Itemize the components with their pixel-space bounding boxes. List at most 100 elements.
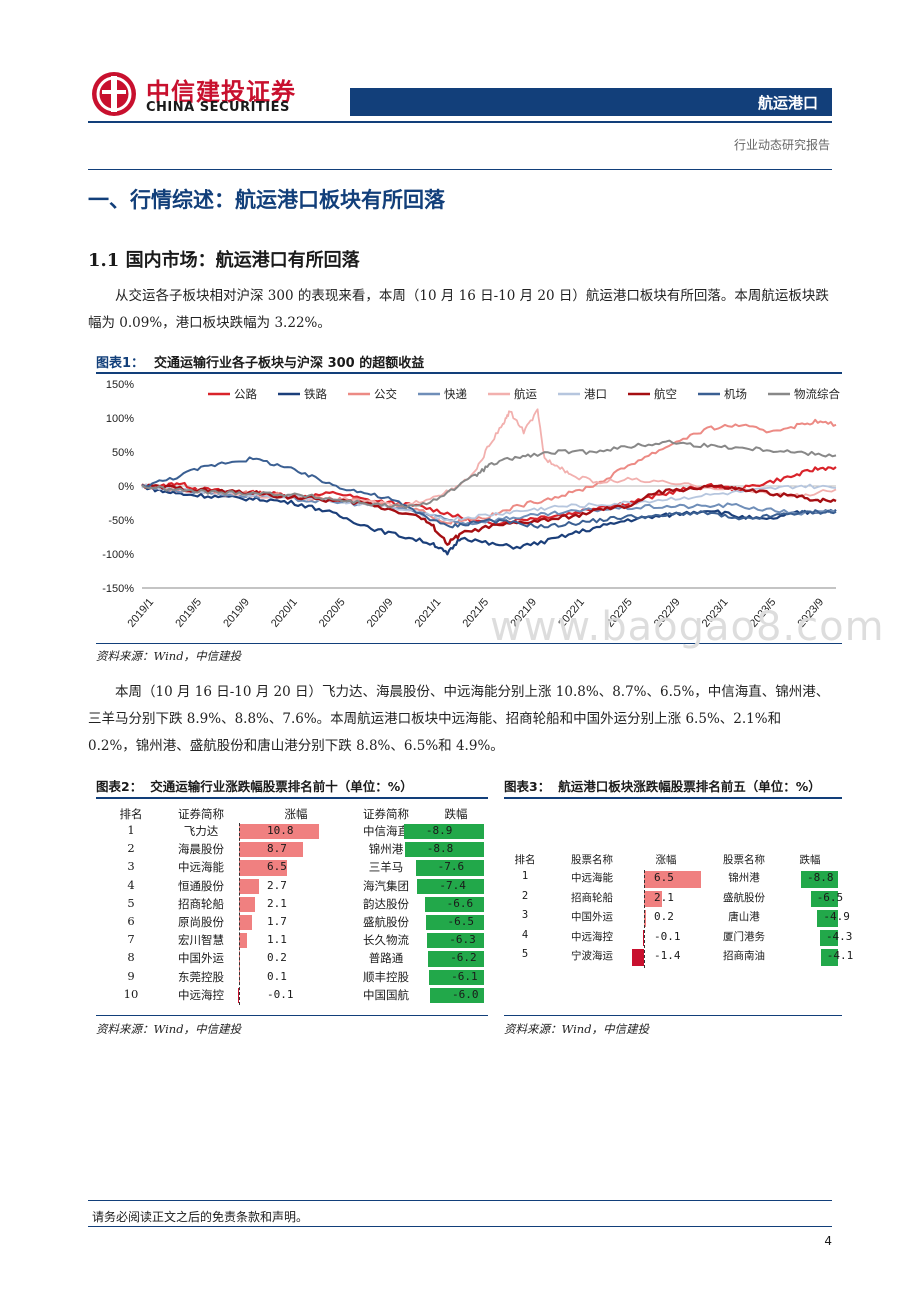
gain-value: 6.5 bbox=[654, 871, 674, 884]
loser-name: 普路通 bbox=[368, 951, 404, 966]
zero-axis bbox=[644, 870, 645, 968]
rank-cell: 2 bbox=[521, 889, 529, 902]
subsection-title: 1.1 国内市场：航运港口有所回落 bbox=[88, 250, 360, 271]
gain-value: 2.1 bbox=[267, 896, 287, 910]
series-line-物流综合 bbox=[141, 439, 837, 510]
gain-bar bbox=[631, 949, 644, 966]
legend-label: 快递 bbox=[444, 387, 467, 401]
sector-label: 航运港口 bbox=[757, 94, 818, 112]
gainer-name: 招商轮船 bbox=[571, 891, 613, 904]
gainer-name: 海晨股份 bbox=[178, 842, 224, 857]
loss-bar bbox=[404, 842, 484, 858]
loss-value: -6.3 bbox=[449, 933, 476, 947]
gain-bar bbox=[239, 860, 288, 876]
table-header: 股票名称 bbox=[723, 854, 765, 866]
gainer-name: 中远海控 bbox=[571, 930, 613, 943]
figure2-number: 图表2： bbox=[96, 779, 143, 794]
rank-cell: 6 bbox=[127, 914, 135, 928]
gain-bar bbox=[239, 842, 304, 858]
figure3-title: 图表3： 航运港口板块涨跌幅股票排名前五（单位：%） bbox=[504, 776, 821, 795]
loser-name: 盛航股份 bbox=[363, 915, 409, 929]
table-header: 排名 bbox=[119, 807, 143, 821]
gain-bar bbox=[239, 824, 319, 840]
series-line-快递 bbox=[141, 484, 837, 526]
table-header: 证券简称 bbox=[363, 807, 409, 821]
loss-value: -6.0 bbox=[452, 987, 479, 1001]
page-number: 4 bbox=[824, 1234, 832, 1248]
section-title: 一、行情综述：航运港口板块有所回落 bbox=[88, 188, 445, 212]
header-divider-thin bbox=[88, 169, 832, 170]
loss-bar bbox=[430, 987, 484, 1003]
x-tick-label: 2019/1 bbox=[125, 596, 156, 629]
gain-value: 6.5 bbox=[267, 860, 287, 874]
gain-bar bbox=[643, 929, 644, 946]
header-divider bbox=[88, 121, 832, 123]
loser-name: 中国国航 bbox=[363, 987, 409, 1002]
table-header: 涨幅 bbox=[655, 854, 677, 866]
gainer-name: 东莞控股 bbox=[178, 969, 224, 984]
paragraph-market-summary: 从交运各子板块相对沪深 300 的表现来看，本周（10 月 16 日-10 月 … bbox=[88, 288, 829, 331]
legend-label: 物流综合 bbox=[794, 387, 840, 401]
loss-value: -6.1 bbox=[451, 969, 478, 983]
figure2-top-rule bbox=[96, 797, 488, 799]
excess-return-line-chart: 150% 100% 50% 0% -50% -100% -150%2019/1 2019/5 2… bbox=[102, 379, 840, 630]
gainer-name: 飞力达 bbox=[183, 824, 219, 838]
rank-cell: 5 bbox=[127, 895, 135, 910]
footer-divider bbox=[88, 1200, 832, 1201]
loser-name: 长久物流 bbox=[363, 933, 409, 948]
legend-label: 港口 bbox=[584, 387, 607, 401]
disclaimer-text: 请务必阅读正文之后的免责条款和声明。 bbox=[92, 1210, 309, 1224]
x-tick-label: 2019/5 bbox=[173, 596, 204, 629]
loser-name: 锦州港 bbox=[728, 872, 760, 884]
series-line-机场 bbox=[141, 456, 837, 529]
loss-value: -6.2 bbox=[450, 951, 477, 965]
y-tick-label: 50% bbox=[112, 447, 134, 459]
loss-value: -8.8 bbox=[807, 871, 834, 884]
table-header: 跌幅 bbox=[799, 854, 821, 866]
loss-bar bbox=[810, 890, 838, 907]
figure2-source: 资料来源：Wind，中信建投 bbox=[96, 1022, 242, 1036]
table-header: 证券简称 bbox=[178, 807, 224, 821]
loss-value: -6.5 bbox=[816, 890, 844, 904]
table-header: 排名 bbox=[514, 854, 536, 866]
loser-name: 中信海直 bbox=[363, 824, 409, 838]
loss-value: -7.6 bbox=[437, 860, 465, 874]
table-header: 涨幅 bbox=[284, 807, 308, 821]
gain-value: 1.7 bbox=[267, 915, 287, 928]
rank-cell: 10 bbox=[123, 986, 139, 1001]
gain-value: 2.1 bbox=[654, 890, 674, 904]
figure2-caption: 交通运输行业涨跌幅股票排名前十（单位：%） bbox=[150, 779, 413, 794]
loss-bar bbox=[425, 915, 484, 931]
loss-bar bbox=[415, 860, 484, 876]
loss-bar bbox=[819, 929, 838, 946]
loss-bar bbox=[428, 951, 484, 967]
y-tick-label: -150% bbox=[102, 583, 134, 595]
gain-value: 10.8 bbox=[267, 824, 294, 837]
paragraph-stock-movers: 本周（10 月 16 日-10 月 20 日）飞力达、海晨股份、中远海能分别上涨… bbox=[88, 684, 830, 754]
loser-name: 唐山港 bbox=[728, 911, 760, 923]
gain-bar bbox=[238, 987, 239, 1003]
y-tick-label: -100% bbox=[102, 549, 134, 561]
loser-name: 招商南油 bbox=[723, 950, 765, 962]
loss-value: -6.6 bbox=[446, 896, 474, 910]
table-header: 跌幅 bbox=[444, 807, 468, 821]
loss-value: -8.9 bbox=[425, 824, 453, 837]
gain-value: 2.7 bbox=[267, 878, 287, 892]
x-tick-label: 2020/9 bbox=[365, 596, 396, 629]
rank-cell: 1 bbox=[127, 823, 135, 837]
loss-bar bbox=[424, 896, 484, 912]
gain-bar bbox=[239, 896, 255, 912]
loser-name: 三羊马 bbox=[368, 860, 404, 875]
rank-cell: 7 bbox=[127, 932, 135, 947]
gain-bar bbox=[239, 915, 252, 931]
gain-value: 0.2 bbox=[654, 910, 674, 923]
figure1-number: 图表1： bbox=[96, 356, 145, 371]
x-tick-label: 2021/1 bbox=[413, 596, 444, 629]
y-tick-label: 0% bbox=[118, 481, 134, 493]
loss-bar bbox=[403, 824, 484, 840]
loss-value: -6.5 bbox=[447, 915, 475, 928]
legend-label: 机场 bbox=[724, 387, 747, 401]
top5-shipping-port-table: 排名 股票名称 涨幅 股票名称 跌幅 1 中远海能 锦州港 6.5 -8.8 2 招商轮船 盛航股份 2.… bbox=[504, 800, 853, 1012]
figure1-bottom-rule bbox=[96, 643, 842, 644]
sector-banner: 航运港口 bbox=[350, 88, 832, 116]
